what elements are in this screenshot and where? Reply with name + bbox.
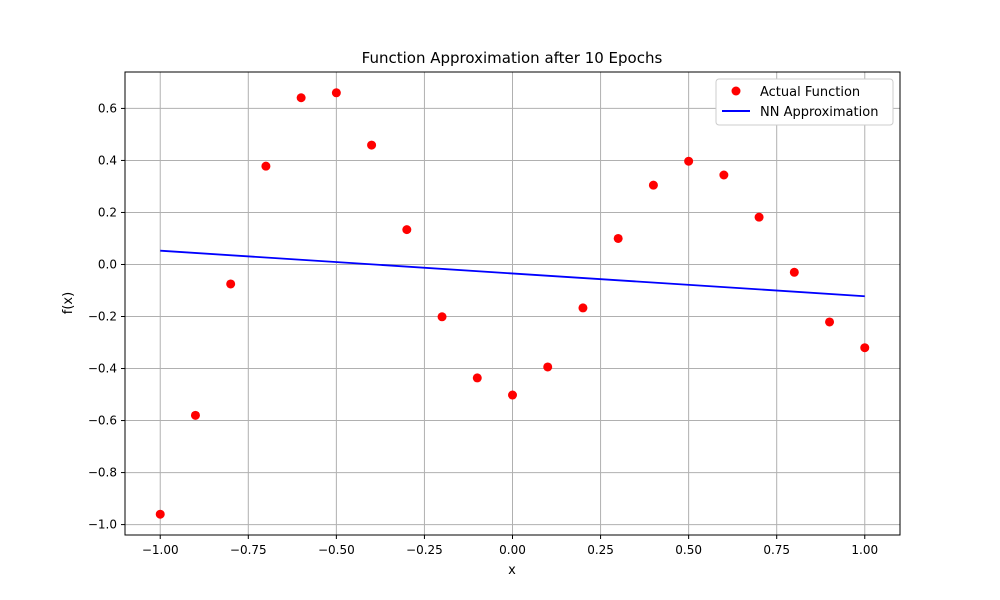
legend: Actual Function NN Approximation — [715, 78, 894, 126]
y-tick-label: 0.6 — [98, 101, 117, 115]
actual-function-point — [613, 233, 623, 243]
x-tick-label: 0.25 — [587, 543, 614, 557]
actual-function-point — [543, 362, 553, 372]
legend-box — [715, 78, 894, 126]
x-axis-ticks: −1.00 −0.75 −0.50 −0.25 0.00 0.25 0.50 0.75 1.00 — [142, 535, 878, 557]
actual-function-point — [331, 88, 341, 98]
actual-function-point — [860, 343, 870, 353]
x-tick-label: −0.25 — [406, 543, 443, 557]
actual-function-point — [155, 509, 165, 519]
actual-function-point — [190, 410, 200, 420]
x-tick-label: 0.00 — [499, 543, 526, 557]
actual-function-point — [684, 156, 694, 166]
actual-function-point — [578, 303, 588, 313]
y-tick-label: −0.2 — [88, 310, 117, 324]
legend-actual-label: Actual Function — [760, 85, 860, 100]
x-tick-label: −0.50 — [318, 543, 355, 557]
actual-function-point — [508, 390, 517, 400]
actual-function-point — [472, 373, 482, 383]
x-tick-label: 0.75 — [763, 543, 790, 557]
chart-title: Function Approximation after 10 Epochs — [362, 49, 663, 67]
grid — [125, 72, 900, 535]
x-tick-label: 1.00 — [851, 543, 878, 557]
y-tick-label: −1.0 — [88, 518, 117, 532]
x-axis-label: x — [508, 563, 516, 578]
y-tick-label: 0.4 — [98, 153, 117, 167]
actual-function-point — [226, 279, 236, 289]
actual-function-point — [754, 212, 764, 222]
y-tick-label: 0.2 — [98, 205, 117, 219]
y-axis-label: f(x) — [61, 292, 76, 314]
x-tick-label: −0.75 — [230, 543, 267, 557]
plot-series — [155, 88, 870, 519]
actual-function-point — [296, 93, 306, 103]
actual-function-point — [437, 312, 447, 322]
actual-function-point — [719, 170, 729, 180]
y-tick-label: 0.0 — [98, 257, 117, 271]
legend-nn-label: NN Approximation — [760, 105, 878, 120]
x-tick-label: −1.00 — [142, 543, 179, 557]
y-axis-ticks: −1.0 −0.8 −0.6 −0.4 −0.2 0.0 0.2 0.4 0.6 — [88, 101, 125, 532]
actual-function-point — [367, 140, 377, 150]
legend-actual-marker — [731, 86, 741, 96]
actual-function-point — [825, 317, 835, 327]
actual-function-point — [789, 267, 799, 277]
actual-function-point — [402, 225, 412, 235]
y-tick-label: −0.8 — [88, 466, 117, 480]
actual-function-point — [648, 180, 658, 190]
x-tick-label: 0.50 — [675, 543, 702, 557]
y-tick-label: −0.6 — [88, 414, 117, 428]
nn-approximation-line — [160, 249, 865, 298]
y-tick-label: −0.4 — [88, 362, 117, 376]
actual-function-point — [261, 161, 271, 171]
